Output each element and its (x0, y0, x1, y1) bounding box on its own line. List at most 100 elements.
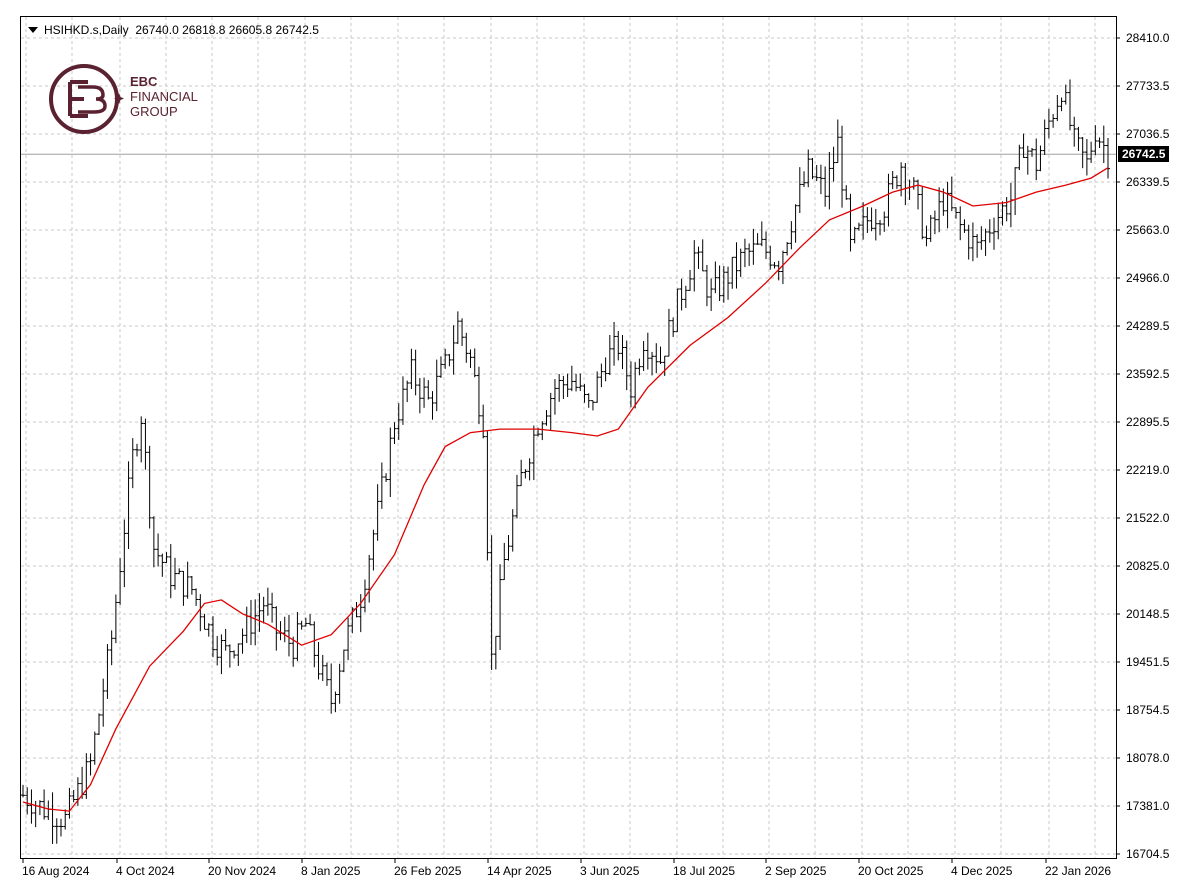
ohlc-bar (358, 594, 363, 633)
ohlc-bar (662, 355, 667, 376)
ohlc-bar (92, 731, 97, 765)
ohlc-bar (599, 363, 604, 388)
ohlc-bar (890, 171, 895, 190)
ohlc-bar (96, 713, 101, 735)
dropdown-triangle-icon[interactable] (28, 26, 38, 33)
ohlc-bar (688, 269, 693, 291)
ohlc-bar (42, 789, 47, 820)
ohlc-bar (299, 620, 304, 630)
current-price-tag: 26742.5 (1118, 146, 1170, 163)
ohlc-bar (206, 623, 211, 637)
ohlc-bar (785, 242, 790, 256)
ohlc-bar (666, 308, 671, 357)
ohlc-bar (1017, 144, 1022, 171)
ohlc-bar (852, 226, 857, 244)
y-tick-label: 21522.0 (1126, 511, 1170, 525)
ohlc-bar (282, 616, 287, 643)
ohlc-bar (232, 650, 237, 659)
ohlc-bar (945, 181, 950, 229)
ohlc-bar (320, 654, 325, 682)
ohlc-bar (379, 462, 384, 509)
ohlc-bar (113, 594, 118, 644)
ohlc-bar (1063, 84, 1068, 105)
ohlc-bar (713, 261, 718, 294)
ohlc-bar (308, 614, 313, 626)
ohlc-bar (776, 260, 781, 281)
ohlc-bar (894, 175, 899, 189)
ohlc-bar (780, 250, 785, 284)
ohlc-bar (286, 614, 291, 657)
ohlc-bar (303, 617, 308, 627)
ohlc-bar (388, 427, 393, 498)
ohlc-bar (177, 568, 182, 575)
axis-ticks (22, 37, 1120, 863)
y-tick-label: 17381.0 (1126, 799, 1170, 813)
ohlc-bar (970, 222, 975, 262)
ohlc-bar (844, 185, 849, 200)
ohlc-bar (493, 635, 498, 670)
ohlc-bar (983, 228, 988, 256)
ohlc-bar (1051, 114, 1056, 128)
ohlc-bar (966, 224, 971, 260)
ohlc-bar (569, 365, 574, 392)
ohlc-bar (928, 215, 933, 242)
chart-grid (21, 17, 1116, 858)
ohlc-bar (219, 634, 224, 675)
ohlc-bar (835, 119, 840, 164)
ohlc-bar (675, 288, 680, 333)
ohlc-bar (1084, 139, 1089, 176)
ohlc-bar (519, 459, 524, 487)
ohlc-bar (455, 311, 460, 344)
ohlc-bar (215, 635, 220, 666)
ohlc-bar (1038, 145, 1043, 172)
ohlc-bar (472, 348, 477, 378)
ohlc-bar (434, 359, 439, 412)
ohlc-bar (920, 186, 925, 240)
ohlc-bar (932, 210, 937, 235)
logo-brand: EBC (130, 74, 158, 89)
ohlc-bar (422, 377, 427, 408)
ohlc-bar (189, 575, 194, 595)
ohlc-bar (312, 621, 317, 668)
ohlc-bar (628, 361, 633, 408)
ohlc-bar (46, 800, 51, 820)
ohlc-bar (1080, 136, 1085, 169)
ohlc-bar (198, 594, 203, 632)
ohlc-bar (612, 321, 617, 366)
ohlc-bar (590, 400, 595, 411)
ohlc-bar (156, 533, 161, 567)
ohlc-bar (324, 662, 329, 686)
ohlc-bar (130, 438, 135, 489)
x-tick-label: 20 Nov 2024 (208, 864, 277, 878)
x-tick-label: 2 Sep 2025 (765, 864, 827, 878)
x-tick-label: 16 Aug 2024 (22, 864, 90, 878)
ohlc-bar (1076, 126, 1081, 151)
y-tick-label: 20825.0 (1126, 559, 1170, 573)
ohlc-bar (295, 611, 300, 662)
ohlc-bar (498, 564, 503, 650)
chart-area[interactable] (20, 16, 1117, 859)
ohlc-bar (704, 264, 709, 307)
ohlc-bar (1059, 97, 1064, 112)
y-tick-label: 26339.5 (1126, 175, 1170, 189)
ohlc-bar (84, 753, 89, 799)
ohlc-bar (721, 266, 726, 303)
ohlc-bar (650, 351, 655, 376)
ohlc-bar (481, 404, 486, 439)
ohlc-bar (620, 334, 625, 370)
ohlc-bar (578, 373, 583, 392)
x-tick-label: 22 Jan 2026 (1045, 864, 1112, 878)
ohlc-bar (502, 542, 507, 581)
ohlc-bar (88, 753, 93, 776)
logo-text: EBC FINANCIAL GROUP (130, 74, 198, 119)
ohlc-bar (151, 516, 156, 568)
y-tick-label: 19451.5 (1126, 655, 1170, 669)
ohlc-bar (742, 238, 747, 268)
ohlc-bar (451, 325, 456, 375)
ohlc-bar (574, 373, 579, 392)
ohlc-bar (29, 789, 34, 824)
ohlc-bar (1089, 141, 1094, 163)
ohlc-bar (975, 234, 980, 258)
ohlc-bar (1000, 201, 1005, 226)
